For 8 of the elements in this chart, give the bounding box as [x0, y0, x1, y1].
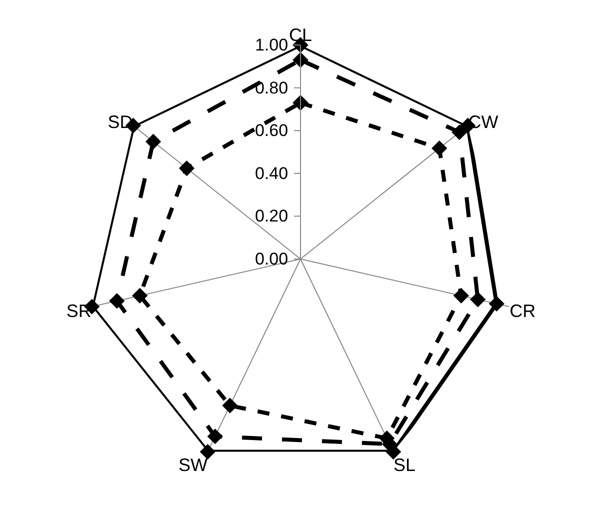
y-tick-label: 0.00	[254, 250, 288, 269]
spoke-label: SL	[394, 455, 416, 476]
spoke-label: SW	[178, 455, 208, 476]
spoke-label: CR	[510, 300, 536, 321]
y-tick-label: 0.20	[254, 206, 288, 226]
y-tick-label: 0.40	[254, 164, 288, 183]
y-tick-label: 0.60	[254, 121, 288, 140]
y-tick-label: 1.00	[254, 36, 288, 55]
